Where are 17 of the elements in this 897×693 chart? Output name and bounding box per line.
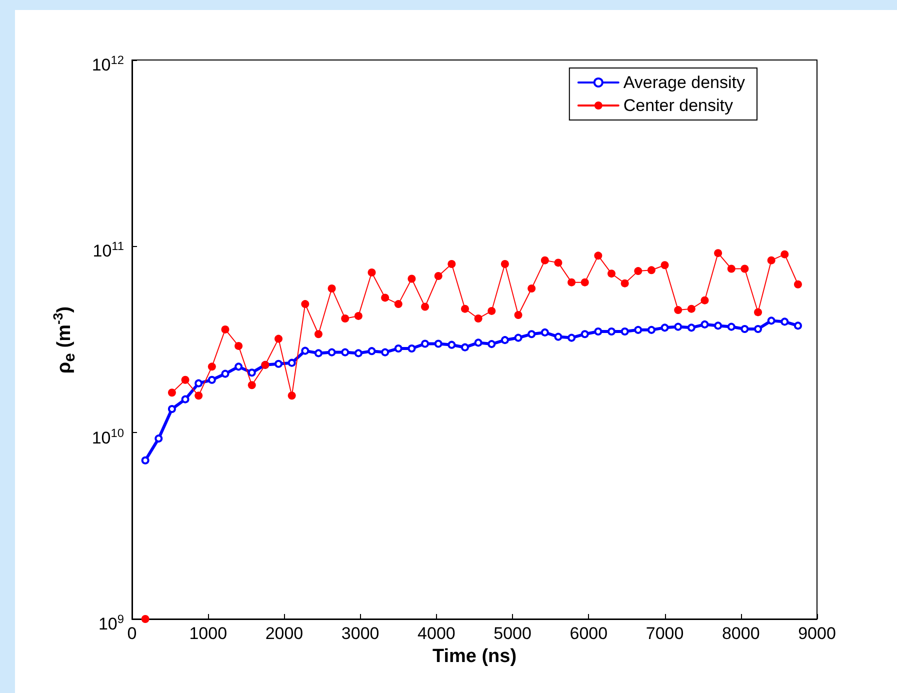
y-tick-label: 10$^{10}$ xyxy=(92,424,124,450)
y-tick-label: 10$^{12}$ xyxy=(92,52,124,77)
x-tick-label: 3000 xyxy=(341,624,380,643)
x-tick-label: 8000 xyxy=(722,624,760,643)
x-tick-label: 7000 xyxy=(646,624,684,643)
x-tick-label: 0 xyxy=(127,624,137,643)
x-tick-label: 9000 xyxy=(798,624,836,643)
x-tick-label: 1000 xyxy=(189,624,228,643)
x-tick-label: 6000 xyxy=(570,624,608,643)
y-tick-label: 10$^{9}$ xyxy=(98,611,124,636)
x-tick-label: 4000 xyxy=(418,624,456,643)
legend-label: Average density xyxy=(623,73,746,92)
legend-label: Center density xyxy=(623,96,734,115)
x-tick-label: 5000 xyxy=(494,624,532,643)
x-axis-title: Time (ns) xyxy=(432,646,517,667)
y-tick-label: 10$^{11}$ xyxy=(92,238,124,263)
x-tick-label: 2000 xyxy=(265,624,304,643)
